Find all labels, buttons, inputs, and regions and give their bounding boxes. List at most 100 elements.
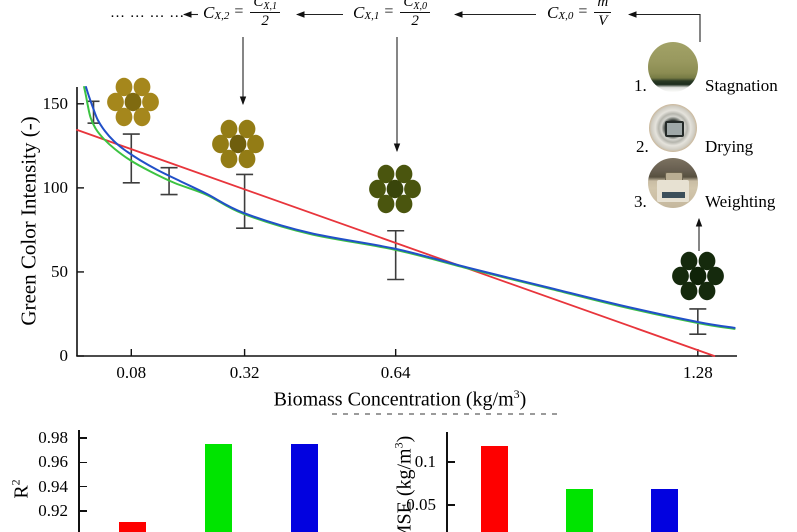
fraction-denominator: 2 <box>261 12 269 29</box>
y-axis-label-main: Green Color Intensity (-) <box>17 116 42 325</box>
formula-cx0: C X,0 = m V <box>547 0 612 30</box>
step-label-weighting: Weighting <box>705 192 776 211</box>
colony-cell <box>247 134 264 154</box>
fraction: CX,0 2 <box>400 0 430 30</box>
x-axis-label-close: ) <box>519 388 527 411</box>
colony-cell <box>707 266 724 286</box>
curve-fit-blue <box>85 86 736 329</box>
drying-dish-center <box>664 121 685 138</box>
colony-cell <box>689 266 707 286</box>
r2-label-superscript: 2 <box>8 479 23 486</box>
colony-cell <box>220 119 238 139</box>
step-number-3: 3. <box>634 192 647 211</box>
mse-chart-y-tick <box>447 461 455 463</box>
r2-chart-y-tick <box>79 485 87 488</box>
mse-chart-y-tick-label: 0.05 <box>406 495 436 514</box>
colony-cell <box>680 281 698 301</box>
arrow-photo-to-cx0 <box>627 11 701 42</box>
fraction-denominator: V <box>598 12 608 29</box>
formula-lhs: C <box>353 2 365 22</box>
y-tick-label: 100 <box>42 177 69 197</box>
numerator-subscript: X,0 <box>413 1 427 12</box>
y-tick-label: 50 <box>51 261 68 281</box>
colony-cell <box>377 164 395 184</box>
equals-sign: = <box>578 3 588 21</box>
x-axis-label-superscript: 3 <box>513 387 520 401</box>
fraction: m V <box>594 0 612 30</box>
y-axis-label-text: Green Color Intensity (-) <box>16 116 41 326</box>
x-tick-label: 0.32 <box>229 363 260 382</box>
r2-chart-y-axis <box>78 430 80 532</box>
equals-sign: = <box>234 3 244 21</box>
fraction-numerator: CX,0 <box>400 0 430 13</box>
colony-cell <box>238 149 256 169</box>
y-tick-label: 150 <box>42 93 69 113</box>
equals-sign: = <box>384 3 394 21</box>
colony-cell <box>124 92 142 112</box>
r2-chart-bar-3 <box>291 444 318 532</box>
drying-photo <box>649 104 697 152</box>
mse-chart-y-tick-label: 0.1 <box>414 452 436 471</box>
fraction-numerator: m <box>594 0 612 13</box>
step-label-stagnation: Stagnation <box>705 76 778 95</box>
numerator-base: m <box>597 0 609 10</box>
scale-display <box>661 191 685 198</box>
colony-cell <box>115 107 133 127</box>
formula-lhs: C <box>547 2 559 22</box>
step-number-1: 1. <box>634 76 647 95</box>
mse-chart-y-tick <box>447 504 455 506</box>
r2-chart-y-tick-label: 0.98 <box>38 427 68 447</box>
x-axis-label-main: Biomass Concentration (kg/m3) <box>274 387 527 412</box>
colony-cell <box>404 179 421 199</box>
r2-chart-y-tick-label: 0.96 <box>38 452 68 472</box>
y-axis-label-mse: MSE (kg/m3) <box>392 436 417 532</box>
colony-cell <box>220 149 238 169</box>
r2-chart-y-tick-label: 0.94 <box>38 476 68 496</box>
mse-chart-bar-2 <box>566 488 593 532</box>
error-bar <box>236 173 254 230</box>
fraction-numerator: CX,1 <box>250 0 280 13</box>
numerator-base: C <box>253 0 264 10</box>
colony-cell <box>142 92 159 112</box>
colony-cell <box>395 164 413 184</box>
step-number-2: 2. <box>636 137 649 156</box>
y-tick-label: 0 <box>59 346 69 365</box>
fraction: CX,1 2 <box>250 0 280 30</box>
dilution-continuation-dots: … … … … <box>110 5 185 21</box>
mse-chart-bar-3 <box>651 488 678 532</box>
mse-label-close: ) <box>393 435 416 443</box>
formula-lhs: C <box>203 2 215 22</box>
colony-cell <box>680 251 698 271</box>
formula-lhs-subscript: X,2 <box>214 9 230 22</box>
colony-cell <box>386 179 404 199</box>
formula-cx2: C X,2 = CX,1 2 <box>203 0 280 30</box>
mse-label-superscript: 3 <box>391 442 406 449</box>
colony-cell <box>212 134 229 154</box>
colony-cell <box>672 266 689 286</box>
colony-sample-1.28 <box>672 251 724 301</box>
colony-sample-0.64 <box>369 164 421 214</box>
colony-cell <box>238 119 256 139</box>
x-tick-label: 1.28 <box>682 363 713 382</box>
r2-chart-y-tick-label: 0.92 <box>38 501 68 520</box>
numerator-subscript: X,1 <box>263 1 277 12</box>
fraction-denominator: 2 <box>411 12 419 29</box>
colony-cell <box>133 77 151 97</box>
x-axis-label-text: Biomass Concentration (kg/m <box>273 388 514 411</box>
colony-cell <box>107 92 124 112</box>
stagnation-photo <box>648 42 698 92</box>
formula-cx1: C X,1 = CX,0 2 <box>353 0 430 30</box>
colony-sample-0.32 <box>212 119 264 169</box>
weighting-scale-photo <box>648 158 698 208</box>
formula-lhs-subscript: X,0 <box>558 9 574 22</box>
colony-sample-0.08 <box>107 77 159 127</box>
r2-chart-y-tick <box>79 461 87 464</box>
colony-cell <box>369 179 386 199</box>
step-label-drying: Drying <box>705 137 754 156</box>
r2-chart-y-tick <box>79 510 87 512</box>
scatter-plot-area <box>76 77 737 357</box>
r2-chart-bar-1 <box>119 522 146 532</box>
r2-chart-bar-2 <box>205 444 232 532</box>
